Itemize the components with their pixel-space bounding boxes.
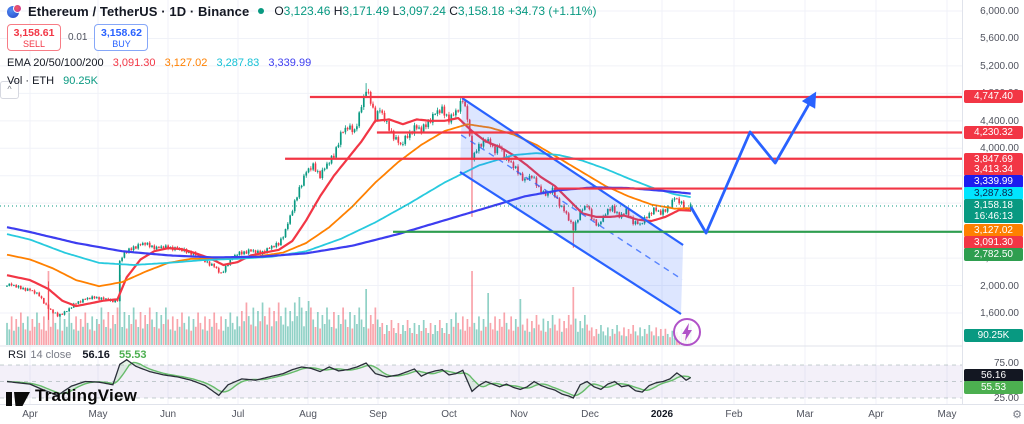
price-tick: 1,600.00 [980,307,1019,319]
price-label-badge: 3,847.69 [964,152,1023,166]
time-axis[interactable]: ⚙ Apr May Jun Jul Aug Sep Oct Nov Dec 2026 Feb Mar A… [0,404,1024,424]
price-label-badge: 56.16 [964,368,1023,382]
tradingview-logo-icon [6,391,30,406]
ema-legend[interactable]: EMA 20/50/100/200 3,091.30 3,127.02 3,28… [7,57,312,69]
ema50-line [6,123,691,288]
price-label-badge: 90.25K [964,328,1023,342]
month-label: May [88,409,108,420]
price-scale[interactable]: 6,000.005,600.005,200.004,800.004,400.00… [962,0,1024,404]
price-label-badge: 3,287.83 [964,186,1023,200]
rsi-line [6,358,692,399]
ema20-line [6,116,691,308]
price-tick: 5,200.00 [980,60,1019,72]
month-label: Apr [868,409,884,420]
price-tick: 4,400.00 [980,115,1019,127]
spread-value: 0.01 [68,32,88,43]
month-label: Aug [299,409,317,420]
volume-bars-layer [6,271,692,345]
price-label-badge: 3,158.18 16:46:13 [964,199,1023,223]
rsi-ma-line [6,361,692,397]
descending-channel-fill [460,98,684,314]
month-label: May [937,409,957,420]
rsi-value: 56.16 [82,349,110,361]
lightning-icon [682,323,692,341]
tradingview-watermark[interactable]: TradingView [6,386,137,406]
price-tick: 5,600.00 [980,33,1019,45]
price-label-badge: 3,091.30 [964,235,1023,249]
quick-trade-lightning-button[interactable] [673,318,701,346]
month-label: Feb [725,409,743,420]
month-label: Dec [581,409,599,420]
grid-layer [0,0,962,404]
price-label-badge: 3,339.99 [964,174,1023,188]
ohlc-values: O3,123.46 H3,171.49 L3,097.24 C3,158.18 … [274,4,597,18]
month-label: Sep [369,409,387,420]
channel-lower-line[interactable] [459,171,682,315]
month-label: Jun [159,409,177,420]
month-label: Oct [441,409,457,420]
month-label: Mar [796,409,814,420]
symbol-title[interactable]: Ethereum / TetherUS · 1D · Binance [28,3,250,19]
month-label: 2026 [650,409,674,420]
collapse-panel-button[interactable]: ^ [0,81,19,99]
rsi-ma-value: 55.53 [118,349,147,361]
volume-legend[interactable]: Vol · ETH 90.25K [7,75,99,87]
price-tick: 4,000.00 [980,143,1019,155]
price-label-badge: 3,413.34 [964,162,1023,176]
price-tick: 6,000.00 [980,6,1019,17]
price-label-badge: 2,782.50 [964,247,1023,261]
month-label: Nov [510,409,528,420]
rsi-tick: 75.00 [993,358,1019,369]
month-label: Jul [231,409,245,420]
price-label-badge: 4,230.32 [964,125,1023,139]
price-label-badge: 3,127.02 [964,223,1023,237]
chevron-up-icon: ^ [7,84,12,94]
month-label: Apr [22,409,38,420]
rsi-tick: 25.00 [993,393,1019,404]
buy-button[interactable]: 3,158.62 BUY [94,24,149,51]
price-label-badge: 4,747.40 [964,89,1023,103]
chart-header: Ethereum / TetherUS · 1D · Binance O3,12… [7,2,596,87]
price-label-badge: 55.53 [964,380,1023,394]
price-projection-arrow[interactable] [689,91,817,235]
channel-upper-line[interactable] [461,97,684,246]
rsi-legend[interactable]: RSI 14 close 56.16 55.53 [8,349,147,361]
symbol-logo-icon [7,3,22,19]
market-status-icon [258,8,265,14]
chart-canvas[interactable] [0,0,962,404]
rsi-fill [7,359,691,398]
gear-icon[interactable]: ⚙ [1012,409,1022,421]
sell-button[interactable]: 3,158.61 SELL [7,24,61,51]
change-value: +34.73 (+1.11%) [507,4,597,18]
price-tick: 2,000.00 [980,280,1019,292]
